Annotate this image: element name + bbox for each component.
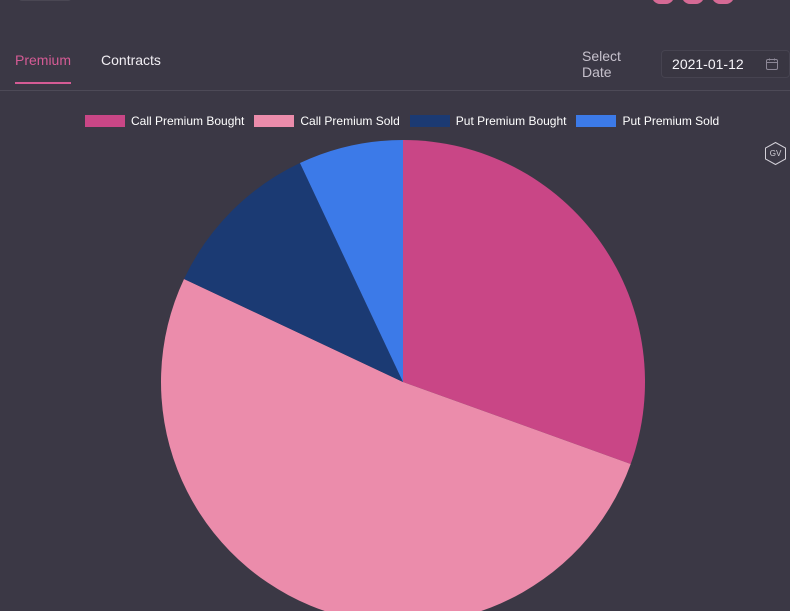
legend-item-put-premium-sold[interactable]: Put Premium Sold bbox=[576, 114, 719, 128]
tab-premium[interactable]: Premium bbox=[15, 52, 72, 84]
top-action-dot-2[interactable] bbox=[682, 0, 704, 4]
top-action-dot-3[interactable] bbox=[712, 0, 734, 4]
top-actions bbox=[652, 0, 734, 4]
date-selector: Select Date 2021-01-12 bbox=[582, 48, 790, 80]
legend-swatch-put-premium-sold bbox=[576, 115, 617, 127]
legend-label-call-premium-sold: Call Premium Sold bbox=[300, 114, 400, 128]
gv-text: GV bbox=[770, 149, 782, 158]
pie-slice-put-premium-sold[interactable] bbox=[299, 140, 403, 382]
legend-label-put-premium-sold: Put Premium Sold bbox=[622, 114, 720, 128]
legend-label-put-premium-bought: Put Premium Bought bbox=[455, 114, 567, 128]
tab-bar: Premium Contracts bbox=[15, 52, 161, 84]
tab-divider bbox=[0, 90, 790, 91]
pie-slice-call-premium-sold[interactable] bbox=[161, 278, 631, 611]
legend-item-put-premium-bought[interactable]: Put Premium Bought bbox=[409, 114, 567, 128]
legend-item-call-premium-bought[interactable]: Call Premium Bought bbox=[85, 114, 244, 128]
top-left-fragment bbox=[18, 0, 72, 1]
pie-slices bbox=[161, 140, 645, 611]
tab-contracts[interactable]: Contracts bbox=[101, 52, 161, 68]
gv-hex-icon[interactable]: GV bbox=[763, 141, 788, 166]
pie-slice-call-premium-bought[interactable] bbox=[403, 140, 645, 464]
pie-slice-put-premium-bought[interactable] bbox=[184, 163, 403, 382]
legend-swatch-put-premium-bought bbox=[409, 115, 450, 127]
legend-swatch-call-premium-sold bbox=[254, 115, 295, 127]
chart-legend: Call Premium Bought Call Premium Sold Pu… bbox=[85, 114, 719, 128]
calendar-icon bbox=[766, 58, 778, 70]
top-action-dot-1[interactable] bbox=[652, 0, 674, 4]
legend-item-call-premium-sold[interactable]: Call Premium Sold bbox=[254, 114, 400, 128]
legend-label-call-premium-bought: Call Premium Bought bbox=[131, 114, 245, 128]
date-input[interactable]: 2021-01-12 bbox=[661, 50, 790, 78]
select-date-label: Select Date bbox=[582, 48, 621, 80]
legend-swatch-call-premium-bought bbox=[85, 115, 125, 127]
date-value: 2021-01-12 bbox=[672, 56, 744, 72]
